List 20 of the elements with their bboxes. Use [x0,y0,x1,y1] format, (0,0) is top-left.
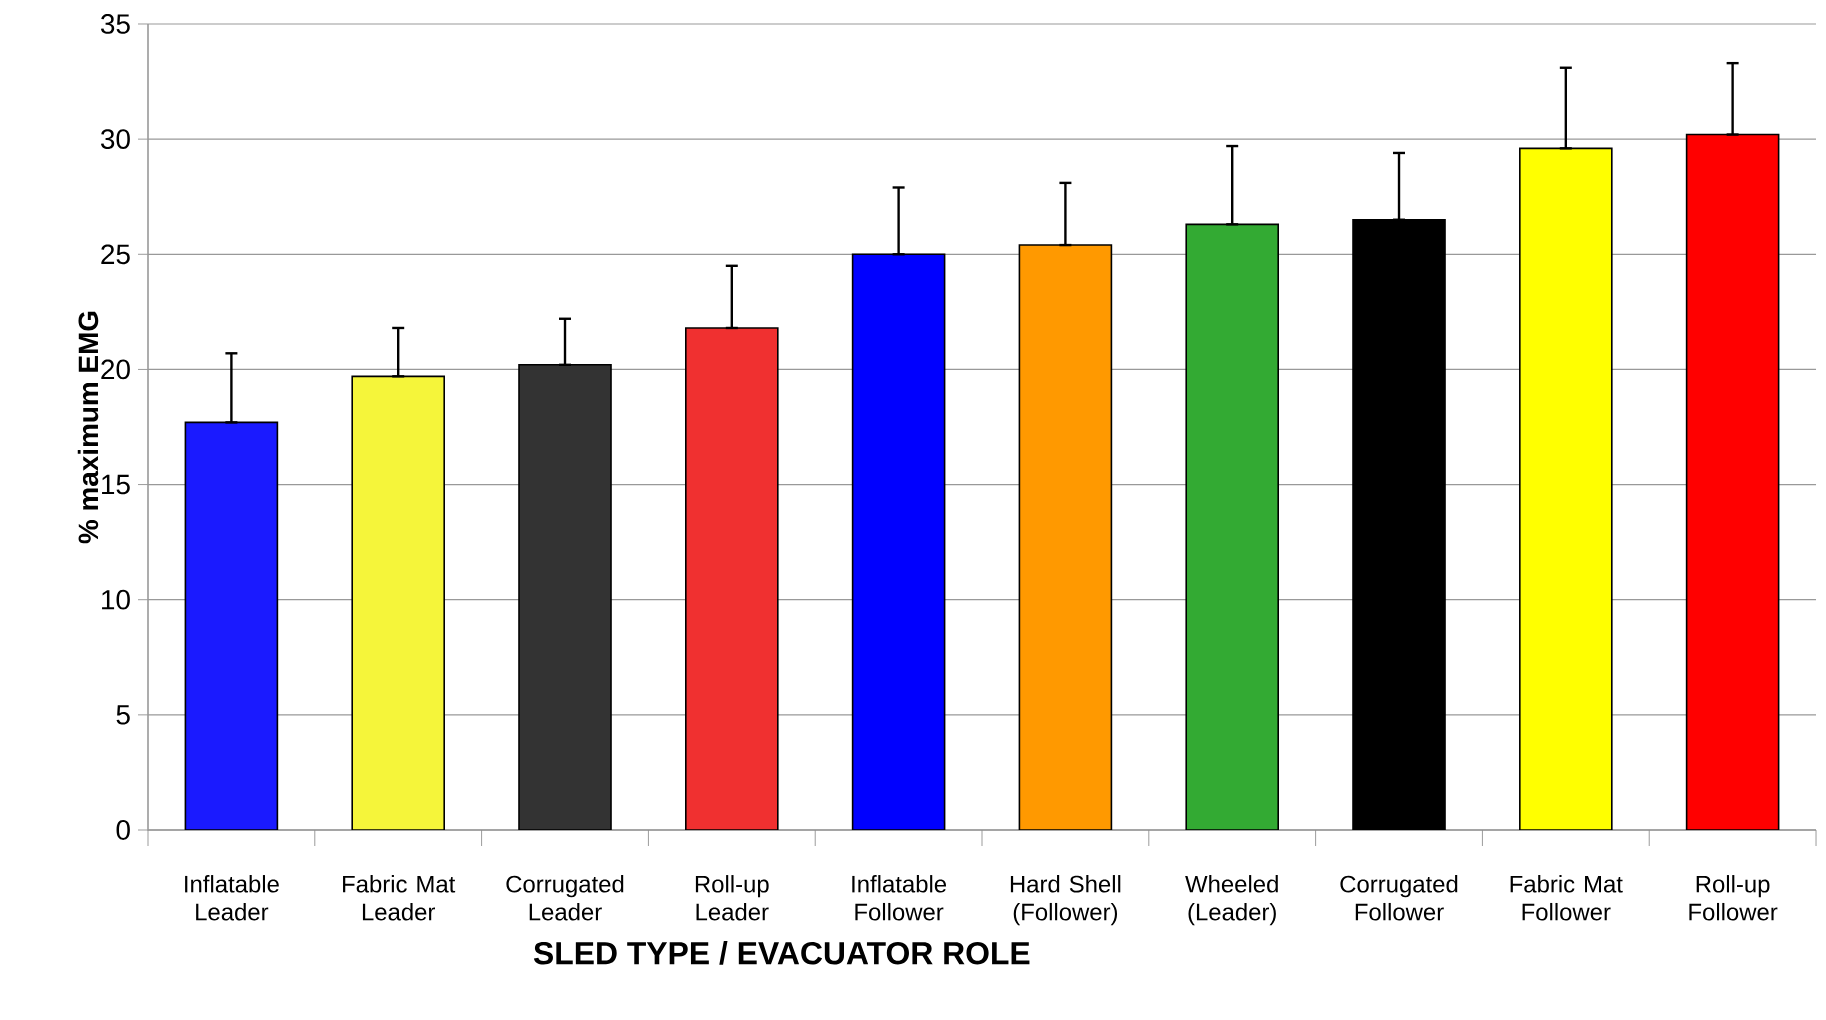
y-tick-label: 25 [101,244,130,265]
x-tick-label: Fabric Mat Leader [343,875,456,921]
x-tick-label: Roll-up Follower [1689,875,1778,921]
x-tick-label: Wheeled (Leader) [1185,875,1278,926]
y-tick-label: 10 [102,589,130,610]
x-axis-title: SLED TYPE / EVACUATOR ROLE [533,941,1030,965]
x-tick-label: Fabric Mat Follower [1510,875,1623,921]
x-tick-label: Corrugated Follower [1340,875,1458,921]
x-tick-label: Inflatable Leader [185,875,279,921]
y-axis-title: % maximum EMG [77,311,99,544]
x-tick-label: Hard Shell (Follower) [1010,875,1121,926]
y-tick-label: 5 [116,705,130,725]
x-tick-label: Corrugated Leader [506,875,624,921]
x-tick-label: Roll-up Leader [695,875,769,921]
y-tick-label: 35 [100,14,130,34]
x-tick-label: Inflatable Follower [852,875,947,921]
y-tick-label: 0 [116,820,130,840]
y-tick-label: 30 [100,129,130,150]
y-tick-label: 20 [101,359,130,380]
y-tick-label: 15 [102,474,130,495]
